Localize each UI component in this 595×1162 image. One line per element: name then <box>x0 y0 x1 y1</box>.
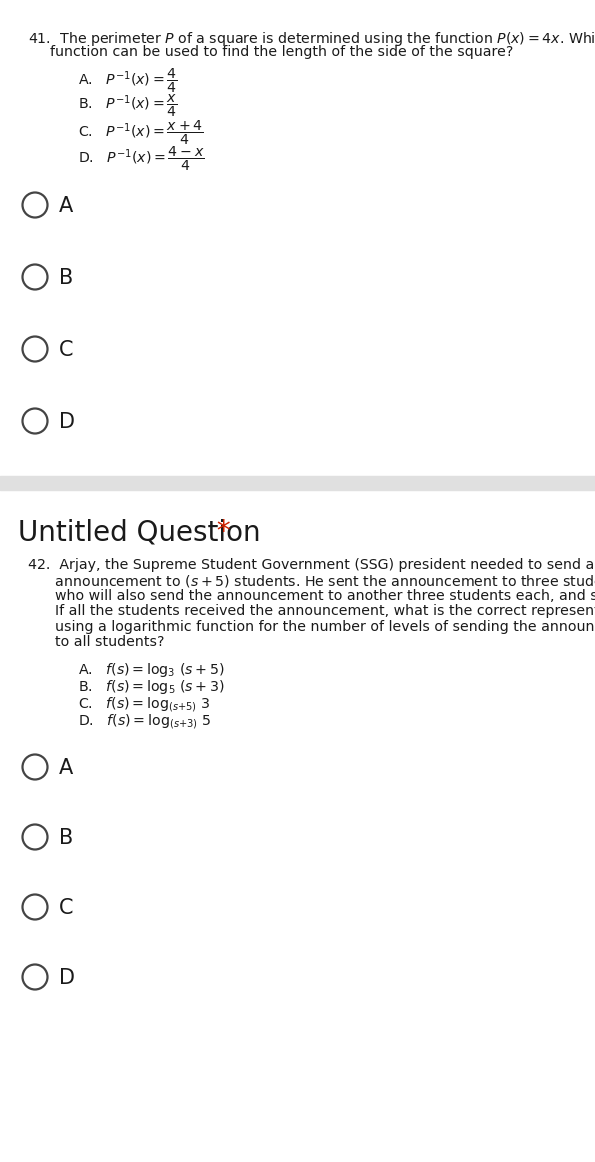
Text: D: D <box>59 968 75 988</box>
Text: B: B <box>59 829 73 848</box>
Text: C.   $P^{-1}(x) = \dfrac{x+4}{4}$: C. $P^{-1}(x) = \dfrac{x+4}{4}$ <box>78 119 203 148</box>
Text: C.   $f(s) = \log_{(s+5)}\,3$: C. $f(s) = \log_{(s+5)}\,3$ <box>78 695 211 713</box>
Text: 42.  Arjay, the Supreme Student Government (SSG) president needed to send an: 42. Arjay, the Supreme Student Governmen… <box>28 558 595 572</box>
Text: D: D <box>59 413 75 432</box>
Text: A: A <box>59 758 73 779</box>
Text: D.   $f(s) = \log_{(s+3)}\,5$: D. $f(s) = \log_{(s+3)}\,5$ <box>78 712 211 731</box>
Text: Untitled Question: Untitled Question <box>18 518 261 546</box>
Text: A.   $f(s) = \log_3\,(s + 5)$: A. $f(s) = \log_3\,(s + 5)$ <box>78 661 225 679</box>
Text: If all the students received the announcement, what is the correct representatio: If all the students received the announc… <box>28 604 595 618</box>
Text: *: * <box>208 518 231 546</box>
Text: C: C <box>59 340 74 360</box>
Text: B.   $P^{-1}(x) = \dfrac{x}{4}$: B. $P^{-1}(x) = \dfrac{x}{4}$ <box>78 93 178 120</box>
Text: using a logarithmic function for the number of levels of sending the announcemen: using a logarithmic function for the num… <box>28 621 595 634</box>
Text: A: A <box>59 196 73 216</box>
Text: B: B <box>59 268 73 288</box>
Text: who will also send the announcement to another three students each, and so on.: who will also send the announcement to a… <box>28 589 595 603</box>
Text: announcement to $(s + 5)$ students. He sent the announcement to three students,: announcement to $(s + 5)$ students. He s… <box>28 574 595 590</box>
Text: D.   $P^{-1}(x) = \dfrac{4-x}{4}$: D. $P^{-1}(x) = \dfrac{4-x}{4}$ <box>78 145 205 173</box>
Text: B.   $f(s) = \log_5\,(s + 3)$: B. $f(s) = \log_5\,(s + 3)$ <box>78 677 225 696</box>
Text: C: C <box>59 898 74 918</box>
Text: 41.  The perimeter $P$ of a square is determined using the function $P(x) = 4x$.: 41. The perimeter $P$ of a square is det… <box>28 30 595 48</box>
Text: function can be used to find the length of the side of the square?: function can be used to find the length … <box>50 45 513 59</box>
Text: A.   $P^{-1}(x) = \dfrac{4}{4}$: A. $P^{-1}(x) = \dfrac{4}{4}$ <box>78 67 178 95</box>
Text: to all students?: to all students? <box>28 636 164 650</box>
